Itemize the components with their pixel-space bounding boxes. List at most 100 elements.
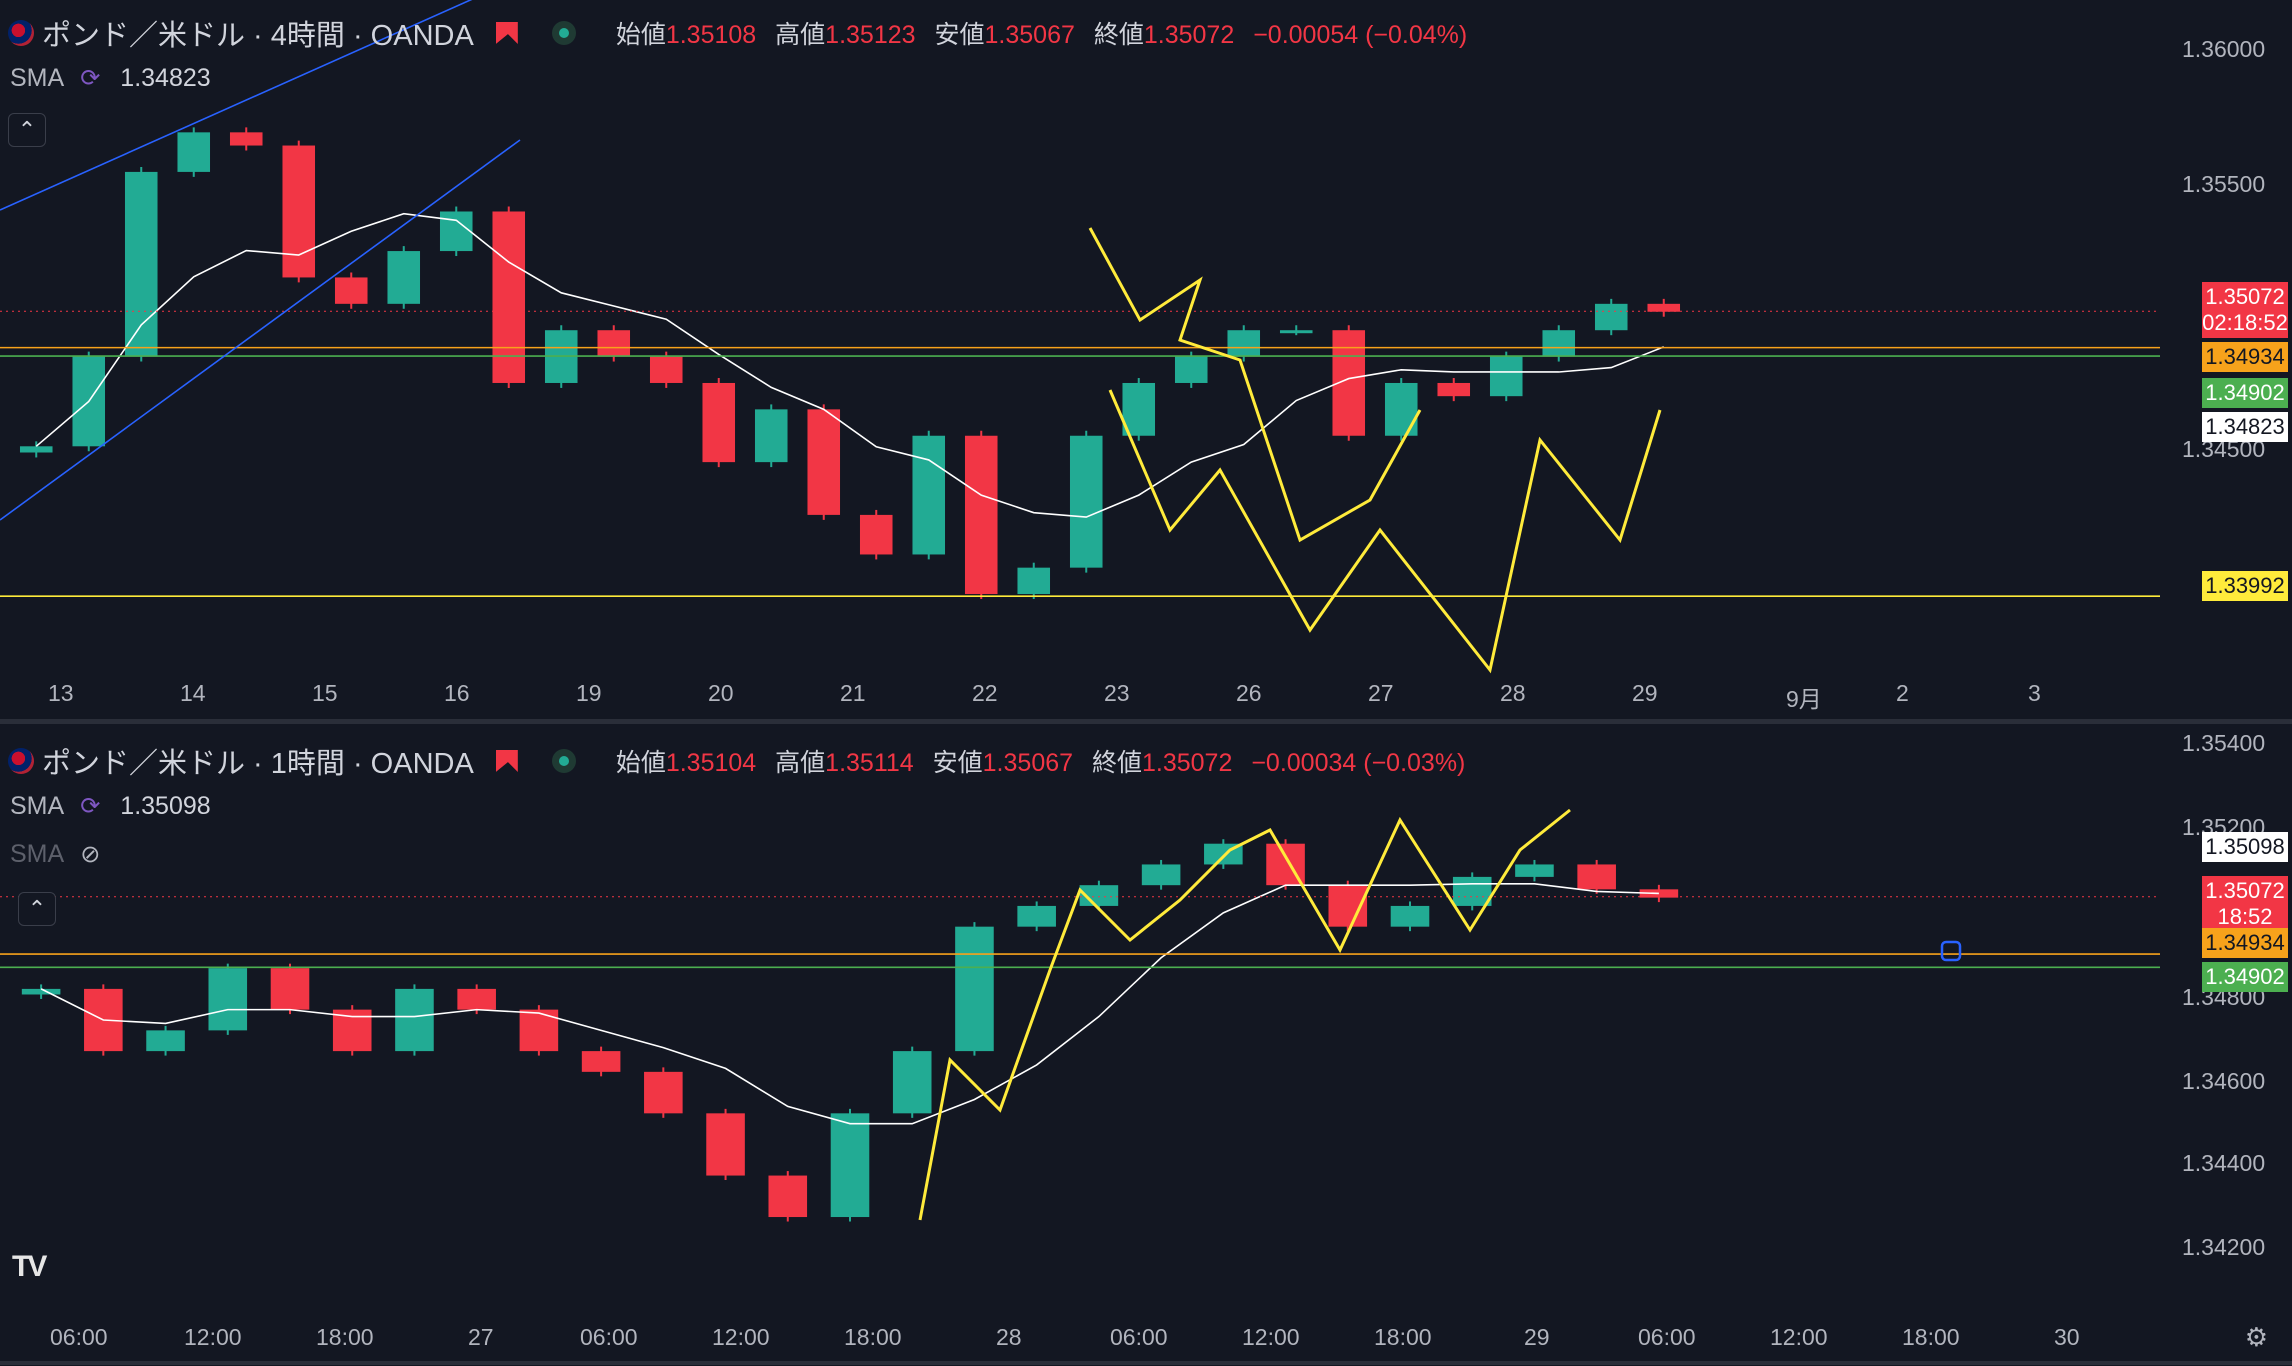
candle-body	[1489, 356, 1523, 397]
pane-divider[interactable]	[0, 719, 2292, 724]
candle-body	[1122, 382, 1156, 436]
price-axis-label: 1.34400	[2182, 1150, 2266, 1176]
time-axis-label: 18:00	[1374, 1324, 1432, 1350]
time-axis-label: 28	[996, 1324, 1022, 1350]
price-tag: 1.34902	[2202, 962, 2288, 992]
price-tag-countdown: 02:18:52	[2202, 310, 2288, 335]
candle-body	[492, 211, 526, 383]
price-tag: 1.34934	[2202, 928, 2288, 958]
time-axis-label: 12:00	[1242, 1324, 1300, 1350]
tradingview-logo[interactable]: TV	[12, 1250, 47, 1283]
sync-icon: ⟳	[80, 793, 101, 820]
time-axis-label: 12:00	[1770, 1324, 1828, 1350]
chevron-up-icon: ⌃	[27, 896, 47, 921]
settings-gear-icon[interactable]: ⚙	[2244, 1322, 2268, 1352]
candle-body	[1069, 435, 1103, 568]
price-tag: 1.34934	[2202, 342, 2288, 372]
market-open-icon	[551, 749, 576, 773]
candle-body	[955, 926, 994, 1052]
price-tag-value: 1.34902	[2205, 380, 2285, 405]
time-axis-label: 18:00	[1902, 1324, 1960, 1350]
panel1-collapse-button[interactable]: ⌃	[8, 113, 46, 147]
price-tag-value: 1.35072	[2205, 284, 2285, 309]
price-axis-label: 1.35400	[2182, 730, 2266, 756]
candle-body	[124, 171, 158, 357]
bookmark-icon[interactable]	[495, 22, 518, 44]
panel2-collapse-button[interactable]: ⌃	[18, 892, 56, 926]
candle-body	[807, 409, 841, 515]
drawing-path	[1088, 227, 1422, 543]
time-axis-label: 14	[180, 680, 206, 706]
drawing-path	[1108, 389, 1662, 674]
candle-body	[1515, 864, 1554, 877]
gbp-usd-flag-icon	[8, 20, 34, 46]
candle-body	[395, 988, 434, 1052]
candle-body	[581, 1051, 621, 1072]
time-axis-label: 26	[1236, 680, 1262, 706]
panel1-title[interactable]: ポンド／米ドル · 4時間 · OANDA	[42, 20, 474, 52]
candle-body	[270, 968, 310, 1010]
price-tag-value: 1.34934	[2205, 344, 2285, 369]
price-tag-value: 1.34902	[2205, 964, 2285, 989]
time-axis-label: 06:00	[580, 1324, 638, 1350]
candle-body	[859, 514, 893, 555]
candle-body	[964, 435, 998, 595]
panel2-title[interactable]: ポンド／米ドル · 1時間 · OANDA	[42, 748, 474, 780]
time-axis-label: 19	[576, 680, 602, 706]
time-axis-label: 21	[840, 680, 866, 706]
channel-line-upper	[0, 0, 473, 211]
candle-body	[282, 145, 316, 278]
channel-line-lower	[0, 139, 521, 521]
time-axis-label: 16	[444, 680, 470, 706]
time-axis-label: 2	[1896, 680, 1909, 706]
time-axis-label: 22	[972, 680, 998, 706]
time-axis-label: 30	[2054, 1324, 2080, 1350]
candle-body	[1174, 356, 1208, 383]
time-axis-label: 12:00	[184, 1324, 242, 1350]
price-tag: 1.35072 02:18:52	[2202, 282, 2288, 338]
panel1-sma-legend[interactable]: SMA ⟳ 1.34823	[10, 64, 211, 92]
time-axis-label: 3	[2028, 680, 2041, 706]
candle-body	[649, 356, 683, 383]
candle-body	[334, 277, 368, 304]
panel2-sma-legend[interactable]: SMA ⟳ 1.35098	[10, 792, 211, 820]
candle-body	[146, 1030, 185, 1052]
panel2-candles	[0, 839, 2160, 1222]
candle-body	[519, 1009, 559, 1052]
candle-body	[177, 132, 211, 172]
price-tag: 1.35072 18:52	[2202, 876, 2288, 932]
candle-body	[597, 330, 631, 357]
sma-line	[40, 883, 1659, 1125]
time-axis-label: 13	[48, 680, 74, 706]
candle-body	[1227, 330, 1261, 357]
chevron-up-icon: ⌃	[17, 117, 37, 142]
hidden-eye-icon[interactable]: ⊘	[80, 841, 101, 868]
price-tag-value: 1.33992	[2205, 573, 2285, 598]
gbp-usd-flag-icon	[8, 748, 34, 774]
candle-body	[702, 382, 736, 463]
price-tag: 1.34902	[2202, 378, 2288, 408]
price-tag-countdown: 18:52	[2217, 904, 2273, 929]
candle-body	[1384, 382, 1418, 436]
time-axis-label: 12:00	[712, 1324, 770, 1350]
time-axis-label: 29	[1632, 680, 1658, 706]
panel2-sma2-legend[interactable]: SMA ⊘	[10, 840, 101, 868]
candle-body	[892, 1051, 932, 1114]
candle-body	[830, 1113, 870, 1218]
time-axis-label: 20	[708, 680, 734, 706]
time-axis-label: 9月	[1786, 686, 1822, 712]
sync-icon: ⟳	[80, 65, 101, 92]
candle-body	[1577, 864, 1616, 890]
bookmark-icon[interactable]	[495, 750, 518, 772]
price-axis-label: 1.34200	[2182, 1234, 2266, 1260]
panel2-header: ポンド／米ドル · 1時間 · OANDA 始値1.35104 高値1.3511…	[8, 740, 1465, 782]
candle-body	[1647, 303, 1681, 312]
time-axis-label: 06:00	[1638, 1324, 1696, 1350]
time-axis-label: 29	[1524, 1324, 1550, 1350]
price-tag: 1.34823	[2202, 412, 2288, 442]
candle-body	[754, 409, 788, 463]
price-tag: 1.33992	[2202, 571, 2288, 601]
panel1-ohlc: 始値1.35108 高値1.35123 安値1.35067 終値1.35072 …	[615, 21, 1468, 49]
